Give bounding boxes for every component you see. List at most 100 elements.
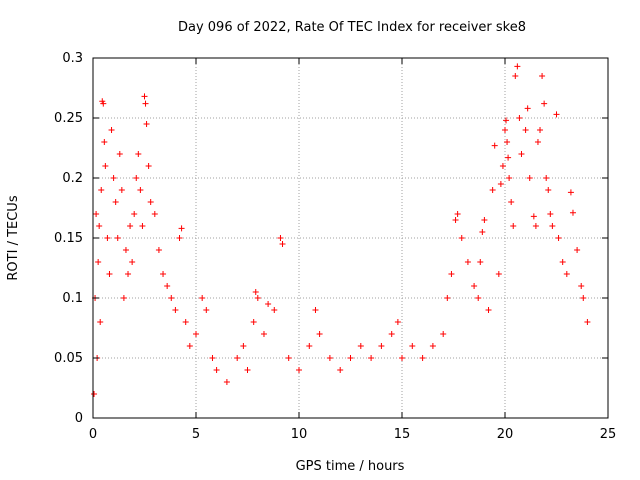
data-point	[265, 301, 272, 307]
axis-ticks-layer: 0 5 10 15 20 25 0 0.05 0.1 0.15 0.2 0.25 0.3	[54, 51, 616, 442]
data-point	[186, 343, 193, 349]
data-point	[110, 175, 117, 181]
data-point	[95, 259, 102, 265]
data-point	[240, 343, 247, 349]
data-point	[543, 175, 550, 181]
data-point	[534, 139, 541, 145]
data-point	[129, 259, 136, 265]
data-point	[142, 100, 149, 107]
y-tick-label: 0.15	[54, 231, 83, 246]
data-point	[125, 271, 132, 277]
data-point	[244, 367, 251, 373]
data-point	[530, 213, 537, 220]
data-point	[160, 271, 167, 277]
data-point	[106, 271, 113, 277]
data-point	[172, 307, 179, 313]
data-point	[223, 379, 230, 385]
data-point	[539, 73, 546, 79]
data-point	[101, 139, 108, 145]
data-point	[524, 105, 531, 112]
data-point	[296, 367, 302, 373]
data-point	[176, 235, 183, 241]
data-point	[485, 307, 492, 313]
data-point	[502, 127, 508, 133]
y-tick-label: 0.1	[62, 291, 83, 306]
data-point	[252, 289, 259, 295]
data-point	[429, 343, 436, 349]
data-point	[452, 217, 459, 223]
data-point	[555, 235, 562, 241]
data-point	[250, 319, 257, 325]
data-point	[481, 217, 488, 223]
data-point	[347, 355, 354, 361]
y-tick-label: 0.05	[54, 351, 83, 366]
data-point	[497, 181, 504, 187]
data-point	[578, 283, 585, 289]
data-point	[458, 235, 465, 241]
x-tick-label: 10	[291, 427, 308, 442]
data-point	[312, 307, 319, 313]
data-point	[127, 223, 134, 229]
data-point	[491, 142, 498, 149]
data-point	[260, 331, 267, 337]
data-points-layer	[91, 63, 591, 397]
data-point	[145, 163, 152, 169]
data-point	[475, 295, 482, 301]
data-point	[213, 367, 220, 373]
data-point	[532, 223, 539, 229]
data-point	[131, 211, 138, 217]
data-point	[120, 295, 127, 301]
data-point	[182, 319, 189, 325]
data-point	[104, 235, 111, 241]
data-point	[234, 355, 241, 361]
data-point	[108, 127, 115, 133]
data-point	[448, 271, 455, 277]
x-axis-label: GPS time / hours	[296, 459, 405, 474]
data-point	[419, 355, 426, 361]
data-point	[522, 127, 529, 133]
data-point	[118, 187, 125, 193]
chart-title: Day 096 of 2022, Rate Of TEC Index for r…	[178, 20, 526, 35]
data-point	[505, 154, 512, 161]
data-point	[155, 247, 162, 253]
data-point	[271, 307, 278, 313]
data-point	[489, 187, 496, 193]
data-point	[254, 295, 261, 301]
data-point	[471, 283, 478, 289]
data-point	[137, 187, 144, 193]
data-point	[506, 175, 513, 181]
y-tick-label: 0	[75, 411, 83, 426]
data-point	[141, 93, 148, 100]
data-point	[203, 307, 210, 313]
data-point	[100, 100, 107, 107]
data-point	[567, 189, 574, 196]
data-point	[547, 211, 554, 217]
data-point	[193, 331, 199, 337]
data-point	[139, 223, 146, 229]
data-point	[326, 355, 333, 361]
data-point	[306, 343, 313, 349]
data-point	[285, 355, 292, 361]
data-point	[440, 331, 447, 337]
data-point	[368, 355, 375, 361]
data-point	[209, 355, 216, 361]
data-point	[454, 211, 461, 217]
data-point	[147, 199, 154, 205]
y-tick-label: 0.3	[62, 51, 83, 66]
data-point	[378, 343, 385, 349]
data-point	[96, 223, 103, 229]
data-point	[553, 111, 560, 118]
data-point	[357, 343, 364, 349]
data-point	[143, 121, 150, 127]
y-tick-label: 0.25	[54, 111, 83, 126]
data-point	[514, 63, 521, 70]
data-point	[495, 271, 502, 277]
data-point	[479, 229, 486, 235]
data-point	[122, 247, 129, 253]
data-point	[503, 117, 510, 124]
y-tick-label: 0.2	[62, 171, 83, 186]
x-tick-label: 25	[600, 427, 617, 442]
data-point	[569, 209, 576, 216]
data-point	[337, 367, 344, 373]
